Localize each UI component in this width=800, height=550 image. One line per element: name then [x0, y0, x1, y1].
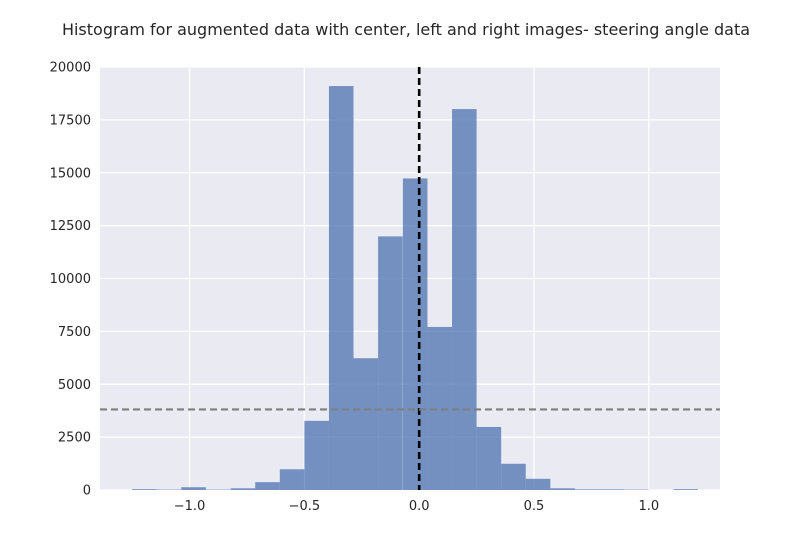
histogram-bar [575, 489, 600, 490]
x-tick-label: 0.5 [524, 499, 545, 514]
histogram-bar [501, 463, 526, 490]
y-tick-label: 7500 [58, 325, 91, 340]
histogram-bar [181, 487, 206, 490]
y-tick-label: 12500 [50, 219, 91, 234]
histogram-bar [353, 358, 379, 490]
histogram-bar [525, 478, 551, 490]
histogram-bar [452, 109, 477, 490]
histogram-bar [279, 469, 305, 490]
histogram-bar [328, 86, 354, 490]
histogram-bar [230, 488, 256, 490]
y-tick-label: 0 [83, 484, 91, 499]
y-tick-label: 2500 [58, 431, 91, 446]
histogram-bar [550, 488, 575, 490]
histogram-bar [476, 426, 502, 490]
reference-lines [100, 67, 720, 490]
histogram-bar [304, 420, 329, 490]
y-axis-ticks: 0 2500 5000 7500 10000 12500 15000 17500 20000 [50, 61, 91, 499]
y-tick-label: 15000 [50, 166, 91, 181]
x-tick-label: −0.5 [289, 499, 321, 514]
y-tick-label: 20000 [50, 61, 91, 76]
histogram-bar [378, 236, 403, 490]
histogram-bar [673, 489, 698, 490]
x-tick-label: −1.0 [174, 499, 206, 514]
y-tick-label: 17500 [50, 113, 91, 128]
histogram-bar [132, 489, 157, 490]
y-tick-label: 5000 [58, 378, 91, 393]
histogram-bar [255, 482, 280, 490]
y-tick-label: 10000 [50, 272, 91, 287]
x-axis-ticks: −1.0 −0.5 0.0 0.5 1.0 [174, 499, 659, 514]
x-tick-label: 1.0 [638, 499, 659, 514]
histogram-bar [402, 178, 428, 490]
chart-title: Histogram for augmented data with center… [61, 20, 751, 39]
x-tick-label: 0.0 [409, 499, 430, 514]
histogram-bar [599, 489, 625, 490]
